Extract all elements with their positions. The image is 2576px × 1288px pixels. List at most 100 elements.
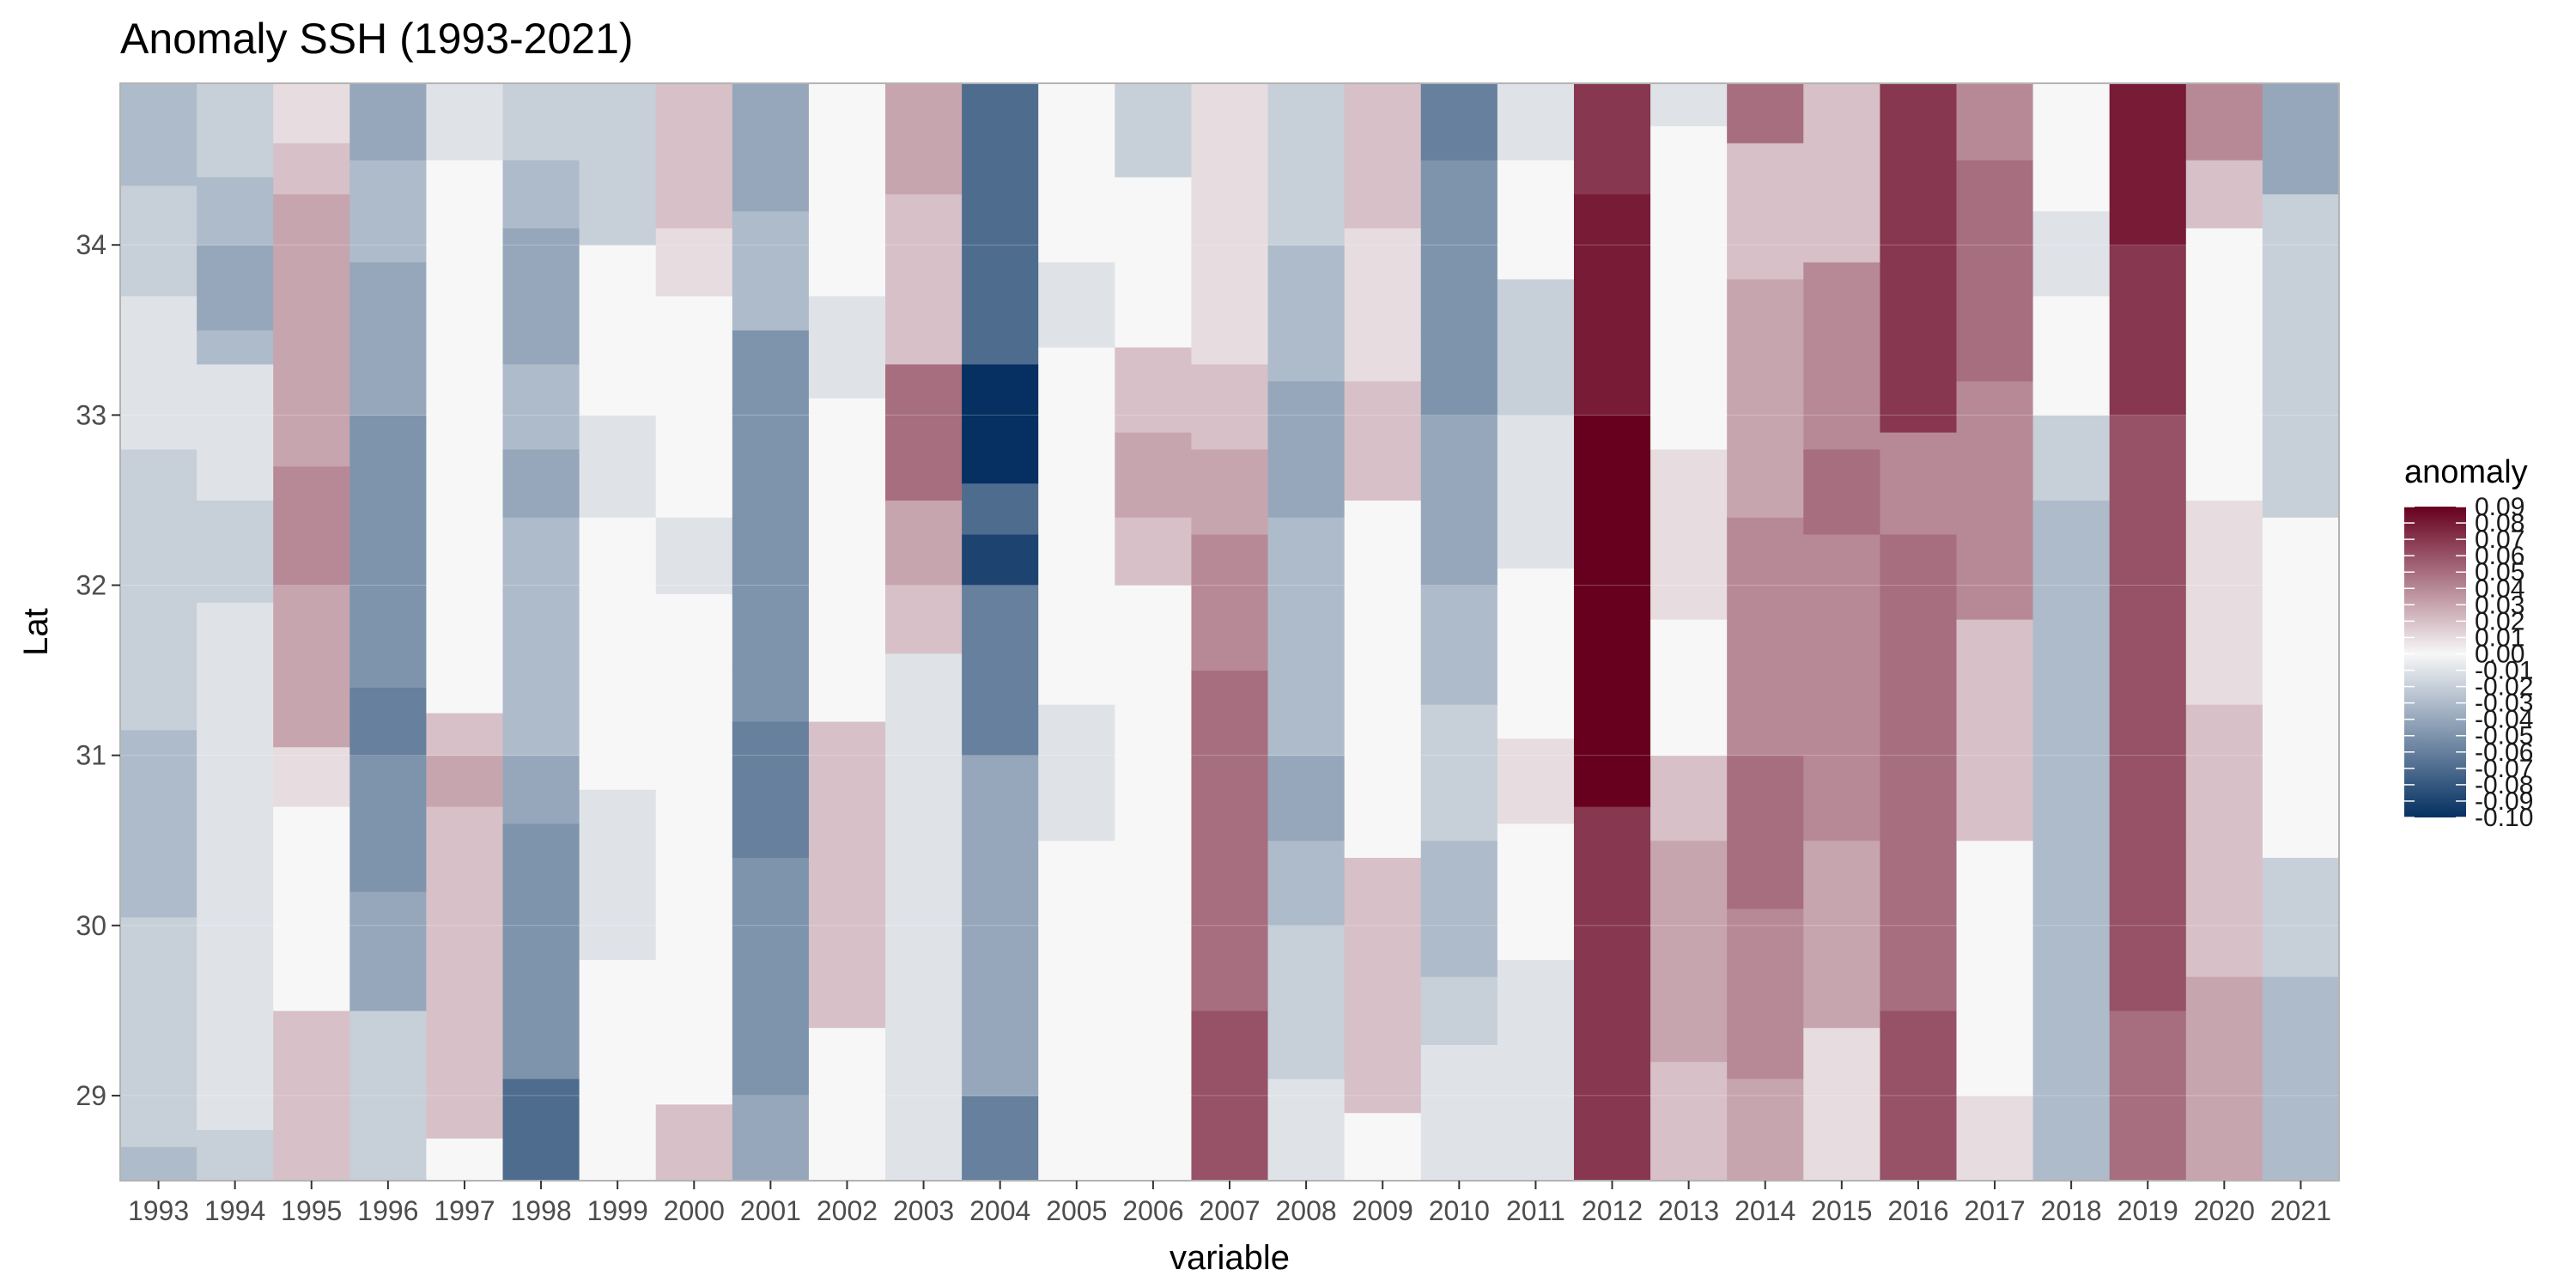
x-tick-label: 2014 [1735, 1195, 1795, 1226]
legend-colorbar [2404, 507, 2466, 817]
heatmap-cell [2032, 415, 2111, 501]
heatmap-cell [1497, 415, 1575, 569]
y-tick-label: 30 [76, 910, 106, 941]
heatmap-cell [197, 500, 274, 603]
heatmap-cell [2032, 500, 2111, 927]
heatmap-cell [2109, 83, 2187, 246]
heatmap-cell [1191, 534, 1269, 671]
legend-label: 0.08 [2475, 509, 2524, 538]
heatmap-cell [1880, 83, 1957, 433]
heatmap-cell [2262, 83, 2340, 195]
x-tick-label: 2003 [893, 1195, 954, 1226]
heatmap-cell [349, 262, 427, 416]
heatmap-cell [962, 534, 1039, 586]
heatmap-cell [426, 713, 504, 756]
heatmap-cell [1038, 840, 1115, 1182]
heatmap-cell [1727, 755, 1804, 909]
heatmap-cell [732, 83, 810, 212]
heatmap-cell [349, 415, 427, 688]
heatmap-cell [808, 83, 886, 297]
heatmap-cell [349, 160, 427, 263]
heatmap-cell [1344, 857, 1422, 1114]
heatmap-cell [579, 959, 657, 1182]
heatmap-cell [1573, 415, 1651, 807]
x-tick-label: 2007 [1199, 1195, 1260, 1226]
y-tick-label: 33 [76, 399, 106, 430]
heatmap-cell [655, 83, 733, 228]
heatmap-cell [1191, 670, 1269, 1012]
heatmap-cell [426, 83, 504, 161]
heatmap-cell [885, 585, 963, 654]
heatmap-cell [732, 210, 810, 331]
heatmap-cell [120, 185, 197, 297]
x-tick-label: 2009 [1352, 1195, 1413, 1226]
heatmap-cell [962, 483, 1039, 535]
heatmap-cell [579, 415, 657, 518]
heatmap-cell [1115, 347, 1192, 433]
heatmap-cell [1727, 1078, 1804, 1182]
x-tick-label: 1996 [357, 1195, 418, 1226]
x-tick-label: 2008 [1276, 1195, 1337, 1226]
color-legend: anomaly 0.090.080.070.060.050.040.030.02… [2404, 454, 2533, 832]
heatmap-cell [197, 330, 274, 365]
heatmap-cell [349, 891, 427, 1012]
heatmap-cell [197, 83, 274, 178]
heatmap-cell [1650, 449, 1728, 620]
heatmap-cell [1803, 83, 1880, 263]
x-tick-label: 1995 [281, 1195, 342, 1226]
x-tick-label: 2010 [1429, 1195, 1490, 1226]
x-tick-label: 1997 [434, 1195, 495, 1226]
legend-label: -0.09 [2475, 787, 2533, 816]
x-tick-label: 1994 [204, 1195, 265, 1226]
heatmap-cell [1650, 83, 1728, 127]
x-tick-label: 2011 [1506, 1195, 1565, 1226]
heatmap-cell [655, 1103, 733, 1182]
x-tick-label: 2017 [1964, 1195, 2025, 1226]
heatmap-cell [1420, 840, 1498, 977]
heatmap-cell [120, 83, 197, 186]
x-axis-title: variable [1170, 1239, 1290, 1277]
heatmap-cell [1727, 908, 1804, 1079]
heatmap-cell [273, 806, 350, 1012]
heatmap-cell [962, 585, 1039, 756]
y-tick-label: 29 [76, 1080, 106, 1111]
heatmap-cell [426, 160, 504, 714]
heatmap-cell [120, 1146, 197, 1182]
y-tick-label: 31 [76, 740, 106, 771]
x-tick-label: 1999 [587, 1195, 648, 1226]
heatmap-cell [885, 193, 963, 365]
heatmap-cell [1420, 1044, 1498, 1182]
heatmap-cell [579, 83, 657, 246]
heatmap-cell [2109, 755, 2187, 1012]
heatmap-cell [1191, 1010, 1269, 1182]
heatmap-cell [1956, 840, 2034, 1097]
heatmap-cell [273, 746, 350, 807]
heatmap-cell [732, 330, 810, 671]
heatmap-cell [885, 83, 963, 195]
x-tick-label: 1993 [128, 1195, 189, 1226]
heatmap-cell [1650, 1061, 1728, 1182]
heatmap-cell [426, 755, 504, 807]
heatmap-cell [579, 517, 657, 790]
heatmap-cell [1727, 143, 1804, 280]
heatmap-cell [732, 670, 810, 722]
heatmap-cell [1267, 755, 1346, 841]
heatmap-cell [1727, 517, 1804, 756]
heatmap-cell [197, 602, 274, 1131]
heatmap-cell [1115, 176, 1192, 348]
heatmap-cell [1344, 228, 1422, 382]
heatmap-cell [2185, 160, 2263, 228]
heatmap-cell [1880, 432, 1957, 535]
heatmap-cell [1038, 347, 1115, 705]
heatmap-cell [962, 755, 1039, 1097]
heatmap-cell [273, 585, 350, 748]
heatmap-cell [1344, 500, 1422, 859]
x-tick-label: 2004 [969, 1195, 1030, 1226]
heatmap-cell [2185, 228, 2263, 501]
heatmap-cell [1803, 840, 1880, 1029]
heatmap-cell [273, 83, 350, 143]
legend-label: 0.02 [2475, 607, 2524, 635]
heatmap-cell [1267, 840, 1346, 927]
heatmap-cell [2262, 193, 2340, 348]
